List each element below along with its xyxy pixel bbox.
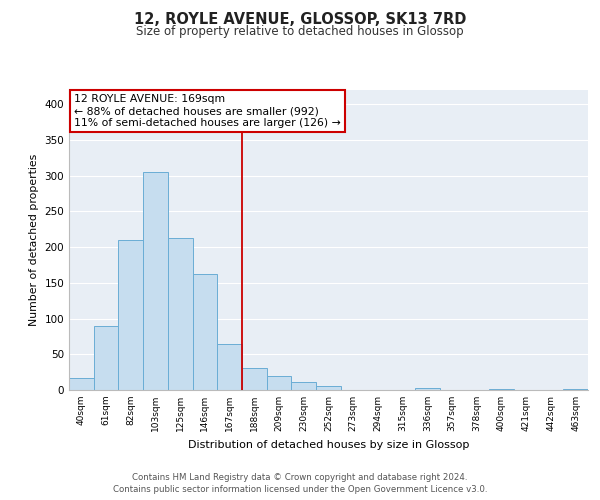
- Bar: [94, 326, 118, 390]
- Bar: [242, 368, 267, 390]
- Bar: [143, 172, 168, 390]
- Bar: [217, 344, 242, 390]
- Bar: [292, 382, 316, 390]
- Bar: [415, 388, 440, 390]
- Bar: [118, 240, 143, 390]
- Text: Contains public sector information licensed under the Open Government Licence v3: Contains public sector information licen…: [113, 485, 487, 494]
- Text: 12 ROYLE AVENUE: 169sqm
← 88% of detached houses are smaller (992)
11% of semi-d: 12 ROYLE AVENUE: 169sqm ← 88% of detache…: [74, 94, 341, 128]
- X-axis label: Distribution of detached houses by size in Glossop: Distribution of detached houses by size …: [188, 440, 469, 450]
- Text: Size of property relative to detached houses in Glossop: Size of property relative to detached ho…: [136, 25, 464, 38]
- Y-axis label: Number of detached properties: Number of detached properties: [29, 154, 39, 326]
- Bar: [489, 388, 514, 390]
- Bar: [563, 388, 588, 390]
- Bar: [193, 274, 217, 390]
- Bar: [168, 238, 193, 390]
- Bar: [267, 376, 292, 390]
- Text: Contains HM Land Registry data © Crown copyright and database right 2024.: Contains HM Land Registry data © Crown c…: [132, 472, 468, 482]
- Bar: [69, 378, 94, 390]
- Text: 12, ROYLE AVENUE, GLOSSOP, SK13 7RD: 12, ROYLE AVENUE, GLOSSOP, SK13 7RD: [134, 12, 466, 28]
- Bar: [316, 386, 341, 390]
